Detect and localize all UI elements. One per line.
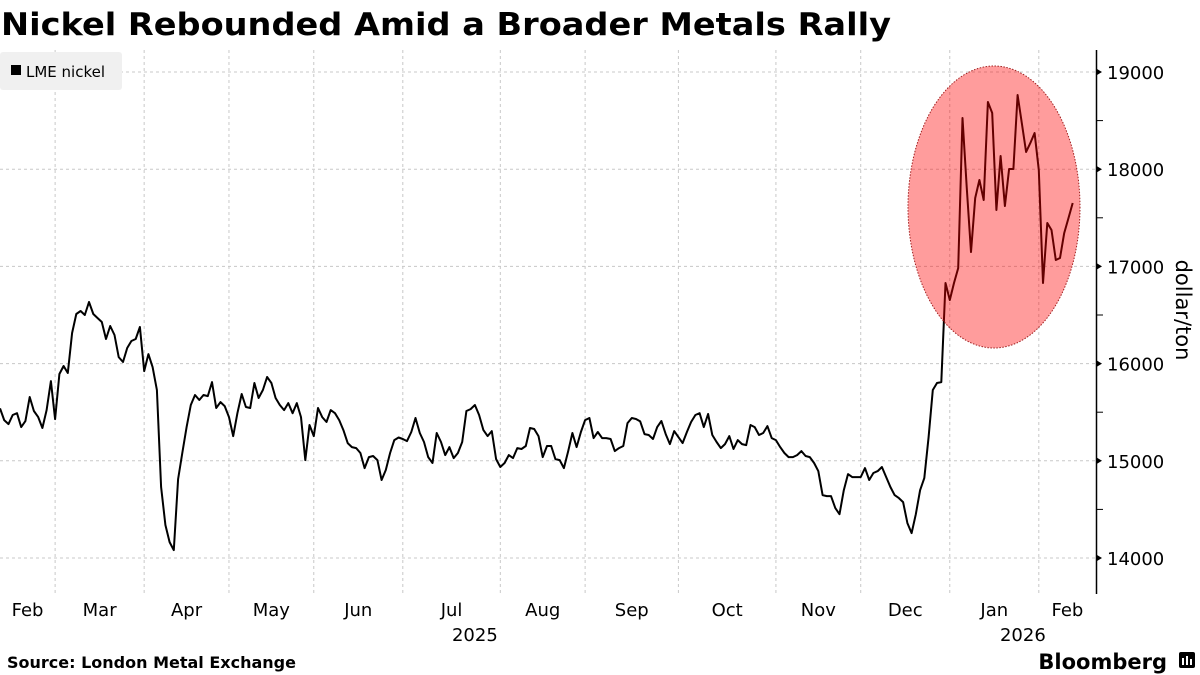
x-tick-label: Dec	[888, 600, 923, 621]
y-tick-label: 15000	[1107, 452, 1164, 473]
x-tick-label: Sep	[615, 600, 649, 621]
y-tick-label: 16000	[1107, 355, 1164, 376]
y-tick	[1097, 555, 1102, 561]
x-tick-label: Jan	[979, 600, 1008, 621]
x-tick-label: Mar	[83, 600, 118, 621]
x-tick-label: Feb	[12, 600, 44, 621]
x-tick-label: Apr	[171, 600, 203, 621]
icon-bar	[1182, 658, 1184, 665]
x-tick-label: Feb	[1051, 600, 1083, 621]
x-tick-label: Oct	[712, 600, 743, 621]
y-tick-label: 14000	[1107, 549, 1164, 570]
series-line	[0, 94, 1074, 552]
x-year-label: 2026	[1000, 625, 1046, 646]
chart-title: Nickel Rebounded Amid a Broader Metals R…	[1, 7, 891, 43]
y-tick	[1097, 263, 1102, 270]
legend-swatch	[11, 65, 21, 75]
y-tick-label: 19000	[1107, 63, 1164, 84]
x-tick-label: Aug	[525, 600, 560, 621]
legend: LME nickel	[0, 52, 122, 90]
gridlines	[0, 50, 1096, 595]
legend-label: LME nickel	[26, 63, 105, 81]
bloomberg-logo: Bloomberg	[1038, 650, 1195, 674]
y-tick	[1097, 360, 1102, 367]
y-tick-label: 17000	[1107, 257, 1164, 278]
brand-wordmark: Bloomberg	[1038, 650, 1167, 674]
y-tick-label: 18000	[1107, 160, 1164, 181]
y-tick	[1097, 457, 1102, 464]
x-tick-label: Jul	[440, 600, 463, 621]
highlight-ellipse	[907, 65, 1081, 349]
source-note: Source: London Metal Exchange	[7, 653, 296, 672]
icon-bar	[1186, 656, 1188, 665]
x-tick-label: May	[253, 600, 291, 621]
icon-bar	[1190, 659, 1192, 665]
x-year-label: 2025	[452, 625, 498, 646]
series-lme-nickel	[0, 94, 1074, 552]
x-tick-label: Jun	[343, 600, 372, 621]
y-axis-unit-label: dollar/ton	[1171, 260, 1195, 361]
x-tick-label: Nov	[801, 600, 836, 621]
x-axis: Feb Mar Apr May Jun Jul Aug Sep Oct Nov Dec Jan Feb2…	[12, 600, 1084, 646]
y-axis: 14000 15000 16000 17000 18000 19000	[1095, 50, 1164, 594]
y-tick	[1097, 69, 1102, 75]
legend-box	[0, 52, 122, 90]
y-tick	[1097, 166, 1102, 173]
